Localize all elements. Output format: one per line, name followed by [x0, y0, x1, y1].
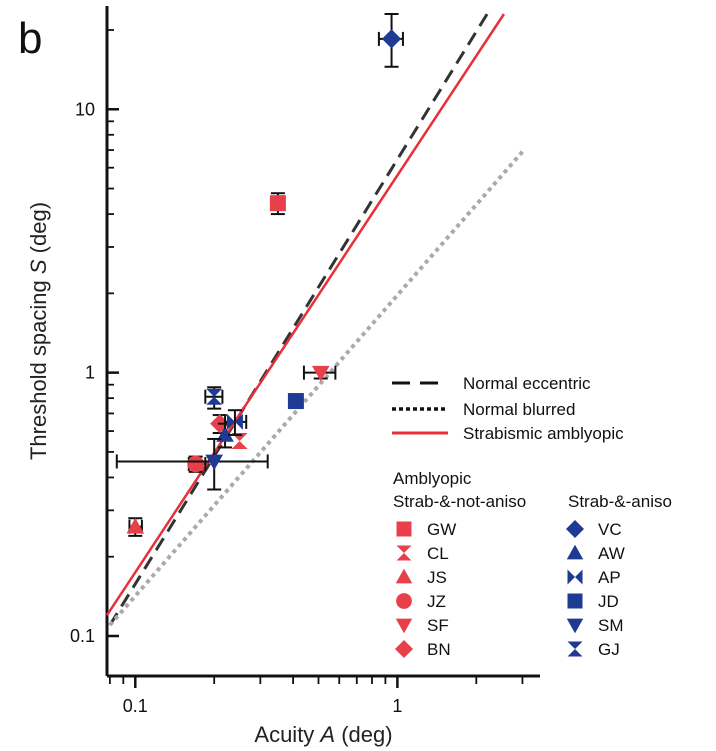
y-tick-label: 1 [85, 363, 95, 383]
data-points [115, 13, 404, 537]
legend-group-title: Strab-&-not-aniso [393, 492, 526, 511]
fit-line [108, 13, 489, 626]
legend-series-label: JS [427, 568, 447, 587]
data-point-cl [231, 433, 248, 450]
legend-series-label: SM [598, 616, 624, 635]
legend-title: Amblyopic [393, 469, 472, 488]
axes: 0.1 1 10 0.1 1 [70, 6, 540, 716]
fit-line [105, 13, 505, 616]
legend-series-label: JD [598, 592, 619, 611]
legend-line-label: Strabismic amblyopic [463, 424, 624, 443]
fit-lines [105, 13, 524, 627]
data-point-jd [287, 393, 304, 410]
data-point-ap [226, 413, 243, 430]
data-point-jz [187, 455, 205, 473]
legend-marker-gw [396, 521, 412, 537]
legend-series-label: BN [427, 640, 451, 659]
y-axis-title: Threshold spacing S (deg) [26, 202, 51, 460]
legend-series-label: SF [427, 616, 449, 635]
legend-marker-jd [567, 593, 583, 609]
legend-series-label: VC [598, 520, 622, 539]
legend: Normal eccentric Normal blurred Strabismic… [392, 374, 672, 659]
legend-marker-sm [566, 618, 584, 634]
data-point-sm [205, 454, 223, 471]
legend-series-label: AW [598, 544, 625, 563]
legend-marker-ap [567, 569, 583, 585]
legend-line-label: Normal eccentric [463, 374, 591, 393]
legend-marker-sf [395, 618, 413, 634]
x-tick-label: 1 [392, 696, 402, 716]
x-axis-title: Acuity A (deg) [254, 722, 392, 747]
y-tick-label: 10 [75, 99, 95, 119]
legend-marker-vc [566, 520, 584, 538]
data-point-sf [311, 365, 330, 382]
legend-marker-jz [396, 593, 412, 609]
legend-series-label: GW [427, 520, 456, 539]
legend-series-label: CL [427, 544, 449, 563]
x-tick-label: 0.1 [123, 696, 148, 716]
y-tick-label: 0.1 [70, 626, 95, 646]
legend-series-label: JZ [427, 592, 446, 611]
legend-marker-cl [396, 545, 412, 561]
data-point-gw [269, 195, 286, 212]
legend-series-label: AP [598, 568, 621, 587]
panel-label: b [18, 14, 43, 63]
fit-line [108, 150, 524, 627]
data-point-gj [206, 388, 223, 405]
legend-marker-gj [567, 641, 583, 657]
legend-line-label: Normal blurred [463, 400, 575, 419]
legend-marker-bn [395, 640, 413, 658]
legend-marker-js [395, 568, 413, 584]
data-point-aw [216, 426, 234, 442]
legend-marker-aw [566, 544, 584, 560]
legend-series-label: GJ [598, 640, 620, 659]
data-point-js [126, 517, 145, 534]
data-point-vc [381, 29, 402, 49]
legend-group-title: Strab-&-aniso [568, 492, 672, 511]
